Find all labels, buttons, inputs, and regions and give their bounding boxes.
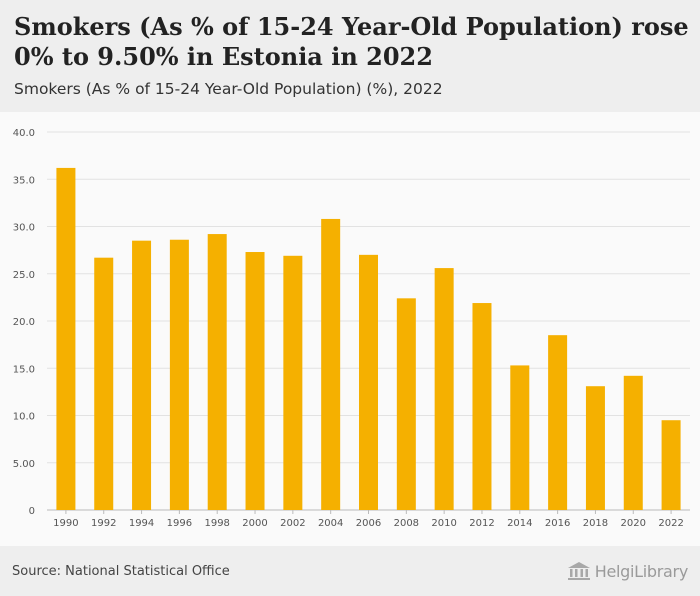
brand-logo[interactable]: HelgiLibrary xyxy=(567,560,688,582)
y-tick-label: 20.0 xyxy=(13,317,35,328)
x-tick-label: 2012 xyxy=(469,518,494,529)
bar xyxy=(548,335,568,510)
bar xyxy=(359,254,378,510)
library-building-icon xyxy=(567,562,590,580)
y-tick-label: 25.0 xyxy=(13,270,35,281)
x-tick-label: 1998 xyxy=(204,518,229,529)
x-tick-label: 1994 xyxy=(129,518,154,529)
x-tick-label: 2006 xyxy=(356,518,381,529)
bar xyxy=(56,167,76,510)
brand-name: HelgiLibrary xyxy=(594,561,689,581)
x-tick-label: 2020 xyxy=(621,518,646,529)
bar xyxy=(207,234,227,510)
x-tick-label: 2016 xyxy=(545,518,570,529)
header-band: Smokers (As % of 15-24 Year-Old Populati… xyxy=(0,0,700,112)
x-tick-label: 2010 xyxy=(431,518,456,529)
y-tick-label: 10.0 xyxy=(13,412,35,423)
bar xyxy=(396,298,416,510)
x-tick-label: 2002 xyxy=(280,518,305,529)
x-tick-label: 2008 xyxy=(394,518,419,529)
bar xyxy=(434,268,454,510)
footer-band: Source: National Statistical Office Helg… xyxy=(0,546,700,596)
bar xyxy=(321,218,341,510)
x-tick-label: 1992 xyxy=(91,518,116,529)
source-note: Source: National Statistical Office xyxy=(12,564,230,579)
x-tick-label: 2014 xyxy=(507,518,532,529)
x-tick-label: 1990 xyxy=(53,518,78,529)
y-tick-label: 5.00 xyxy=(13,459,35,470)
bar xyxy=(245,252,265,510)
x-tick-label: 2022 xyxy=(658,518,683,529)
y-tick-label: 35.0 xyxy=(13,175,35,186)
y-tick-label: 30.0 xyxy=(13,223,35,234)
bar xyxy=(585,386,605,510)
bar xyxy=(472,303,492,510)
bar xyxy=(169,239,189,510)
chart-title: Smokers (As % of 15-24 Year-Old Populati… xyxy=(14,12,689,71)
x-tick-label: 1996 xyxy=(167,518,192,529)
bar xyxy=(623,375,643,510)
chart-subtitle: Smokers (As % of 15-24 Year-Old Populati… xyxy=(14,80,443,98)
y-tick-label: 40.0 xyxy=(13,128,35,139)
bar xyxy=(132,240,152,511)
bar-chart: 0 5.00 10.0 15.0 20.0 25.0 30.0 35.0 40.0 1990 199… xyxy=(13,128,690,529)
x-tick-label: 2000 xyxy=(242,518,267,529)
x-tick-label: 2004 xyxy=(318,518,343,529)
chart-area: 0 5.00 10.0 15.0 20.0 25.0 30.0 35.0 40.0 1990 199… xyxy=(0,112,700,546)
bar xyxy=(661,420,681,510)
bar xyxy=(94,257,114,510)
bar xyxy=(283,255,303,510)
y-tick-label: 15.0 xyxy=(13,364,35,375)
y-tick-label: 0 xyxy=(29,506,35,517)
x-tick-label: 2018 xyxy=(583,518,608,529)
bar xyxy=(510,365,530,510)
